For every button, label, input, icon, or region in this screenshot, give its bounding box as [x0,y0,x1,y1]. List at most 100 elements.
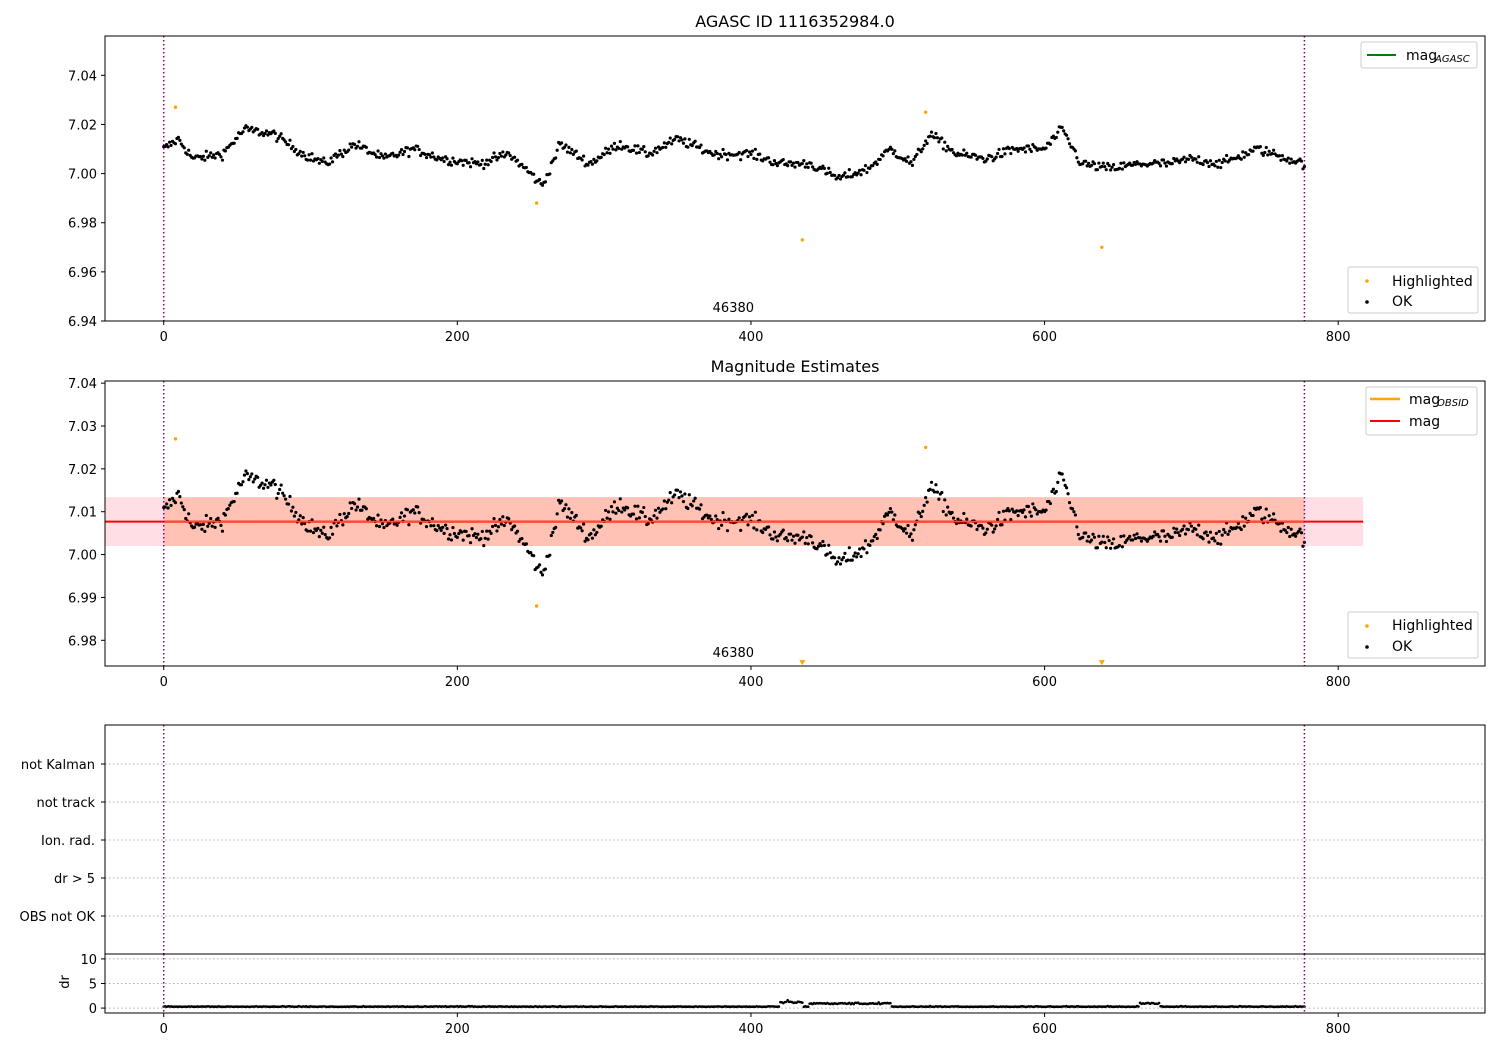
top-ok-point [950,147,954,152]
middle-ok-point [791,534,796,538]
middle-ok-point [178,495,182,499]
top-ok-point [1044,146,1048,150]
middle-ok-point [482,544,486,548]
top-marker-legend-box [1347,266,1479,314]
top-ok-point [937,140,941,144]
middle-ok-point [913,523,917,527]
top-ok-point [310,152,314,156]
middle-ok-point [1128,534,1132,538]
top-ok-point [626,145,630,149]
middle-ok-point [656,506,661,510]
top-ok-point [501,150,505,154]
middle-ok-point [809,534,813,539]
middle-ok-point [631,512,636,516]
top-ytick-label: 7.02 [68,118,97,133]
top-ok-point [758,152,762,156]
top-highlighted-point [173,105,178,109]
top-ok-point [1285,159,1289,163]
middle-ok-point [489,531,493,535]
middle-ok-point [308,529,313,533]
top-ok-point [617,146,621,150]
top-ok-point [683,137,687,141]
middle-ok-point [1107,538,1111,543]
middle-ok-point [411,508,415,512]
middle-ok-point [768,533,772,537]
middle-ok-point [1081,535,1085,539]
top-ok-point [1095,168,1100,172]
top-ok-point [1133,162,1138,166]
top-ok-point [656,145,661,149]
middle-ok-point [350,506,354,511]
middle-ok-point [228,503,232,507]
top-ok-point [846,175,850,179]
top-ok-point [571,152,575,157]
middle-ok-point [1103,540,1107,545]
middle-ok-point [303,521,307,526]
top-ok-point [520,162,524,166]
top-ok-point [483,162,487,166]
middle-ok-point [811,541,815,545]
middle-ok-point [338,512,342,517]
middle-ok-point [357,497,361,501]
top-ok-point [429,155,433,159]
middle-ok-point [805,535,809,540]
top-ok-point [330,160,335,164]
middle-ok-point [806,542,810,546]
middle-ok-point [935,490,940,494]
flags-plot-area: not Kalman not track Ion. rad. dr > 5 OBS no… [20,724,1486,955]
top-ok-point [822,166,826,170]
middle-ok-point [673,493,677,497]
top-ok-point [875,162,879,166]
middle-ok-point [727,517,731,521]
middle-ok-point [532,554,536,558]
middle-ok-point [1091,532,1095,536]
top-ok-point [445,157,449,161]
top-ok-point [398,150,402,154]
middle-ok-point [551,530,555,535]
middle-ok-point [906,523,910,528]
middle-ok-point [438,526,442,530]
top-ok-point [580,158,584,162]
middle-ok-point [1028,510,1032,514]
middle-ytick-label: 7.00 [68,549,97,564]
middle-ok-point [803,541,807,545]
top-ok-point [744,148,749,153]
middle-ok-point [1122,534,1126,538]
middle-ok-point [529,550,533,555]
middle-ok-point [581,522,586,526]
middle-ok-point [623,508,627,512]
middle-ok-point [890,510,894,514]
top-ok-point [540,183,545,187]
top-ok-point [1220,160,1224,165]
flags-category-label: Ion. rad. [41,834,95,849]
middle-ok-point [1119,534,1123,539]
top-ok-point [430,151,434,155]
middle-ok-point [1163,534,1167,538]
middle-legend-mag-obsid-label: mag [1409,392,1440,408]
top-ytick-label: 6.96 [68,266,97,281]
top-ok-point [746,154,750,159]
middle-ok-point [283,497,288,501]
middle-legend-ok-swatch [1365,645,1369,649]
middle-ok-point [1223,530,1227,534]
middle-ok-point [643,514,647,519]
middle-ok-point [485,529,489,533]
top-ok-point [402,149,407,154]
middle-ok-point [642,505,646,510]
top-ok-point [833,173,837,178]
top-ok-point [809,161,813,165]
top-ok-point [495,158,499,162]
top-ok-point [1186,157,1191,161]
top-ok-point [678,136,683,140]
middle-ok-point [975,527,979,532]
top-ok-point [303,154,307,158]
middle-ok-point [655,516,659,520]
top-ok-point [397,153,401,157]
middle-ok-point [1060,472,1064,476]
top-ok-point [790,163,794,167]
top-ok-point [890,147,894,151]
top-ok-point [718,152,722,156]
top-ok-point [1084,159,1088,163]
middle-ok-point [281,491,285,495]
